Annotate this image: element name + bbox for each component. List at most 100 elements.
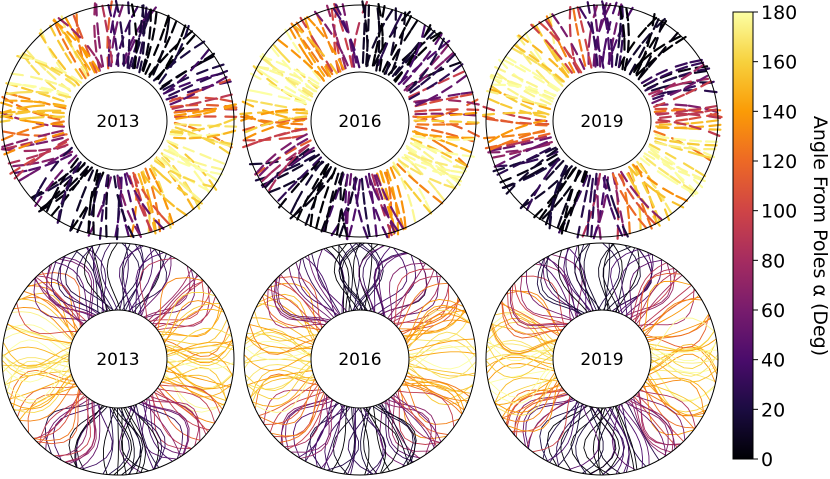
field-line [37,272,81,329]
field-line [57,17,103,68]
field-line [615,405,638,471]
field-line [132,171,171,226]
field-line [127,406,166,470]
field-line [509,287,568,327]
field-line [602,246,632,314]
field-line [624,401,669,458]
field-line [568,247,587,314]
panel-top-2016: 2016 [239,0,480,241]
field-line [169,75,228,106]
solar-disk [68,309,168,409]
field-line [653,80,712,108]
colorbar-tick-label: 180 [761,2,797,24]
field-line [620,254,654,315]
field-line [506,381,560,432]
field-line [645,157,695,193]
field-line [130,3,138,70]
field-line [487,337,556,361]
field-line [100,243,118,311]
field-line [140,401,190,455]
field-line [379,259,427,315]
field-line [353,177,369,239]
field-line [505,55,561,91]
field-line [576,174,592,239]
field-line [16,55,77,82]
field-line [617,251,653,314]
field-lines [486,243,718,475]
field-line [406,304,468,345]
field-line [286,395,329,450]
outer-boundary [243,242,477,476]
field-line [377,254,417,314]
field-line [263,57,314,98]
field-line [526,270,574,321]
field-line [111,407,133,475]
field-line [124,6,157,65]
field-line [628,399,674,452]
field-line [164,48,210,94]
field-line [25,48,72,92]
field-line [295,21,334,76]
field-line [50,169,88,217]
field-line [344,173,349,241]
field-line [33,391,83,440]
field-line [315,167,337,230]
field-line [116,176,142,238]
field-line [141,172,188,217]
colorbar: 0 20 40 60 80 100 120 140 160 180 Angle From Pole… [732,2,830,471]
field-line [2,346,70,361]
colorbar-gradient-bar [732,11,754,460]
field-line [649,338,717,352]
field-line [313,10,349,67]
field-line [258,138,309,177]
panel-year-label: 2019 [580,112,623,132]
field-line [617,16,658,69]
field-line [107,3,120,67]
field-line [373,251,407,317]
field-line [620,170,663,221]
field-line [284,400,335,451]
field-line [651,63,705,98]
field-line [50,260,97,316]
field-line [599,406,621,474]
field-line [501,300,563,335]
field-line [1,129,64,148]
field-line [0,115,65,124]
field-line [393,268,434,325]
field-line [526,396,573,448]
field-line [486,339,554,361]
field-line [389,262,426,323]
field-line [403,153,464,174]
field-line [546,256,579,317]
field-line [141,8,152,72]
field-line [10,373,72,410]
field-line [246,366,313,390]
field-line [132,174,152,232]
field-line [160,381,223,410]
field-line [501,379,559,422]
field-line [34,154,78,207]
field-line [407,309,471,350]
field-line [406,372,472,394]
field-line [18,298,76,336]
field-line [583,406,612,475]
field-line [93,2,101,72]
field-line [121,407,127,475]
field-line [654,141,717,151]
field-line [514,44,565,83]
field-line [408,346,476,356]
field-line [490,311,555,351]
field-line [149,168,175,226]
field-line [358,245,385,313]
field-line [632,164,688,202]
field-line [326,4,347,70]
field-line [165,351,234,377]
field-line [87,169,99,234]
field-line [81,403,113,470]
field-line [175,103,237,120]
field-line [595,407,625,475]
field-line [484,132,551,150]
field-line [409,142,461,186]
field-line [408,63,464,101]
field-line [538,168,575,220]
